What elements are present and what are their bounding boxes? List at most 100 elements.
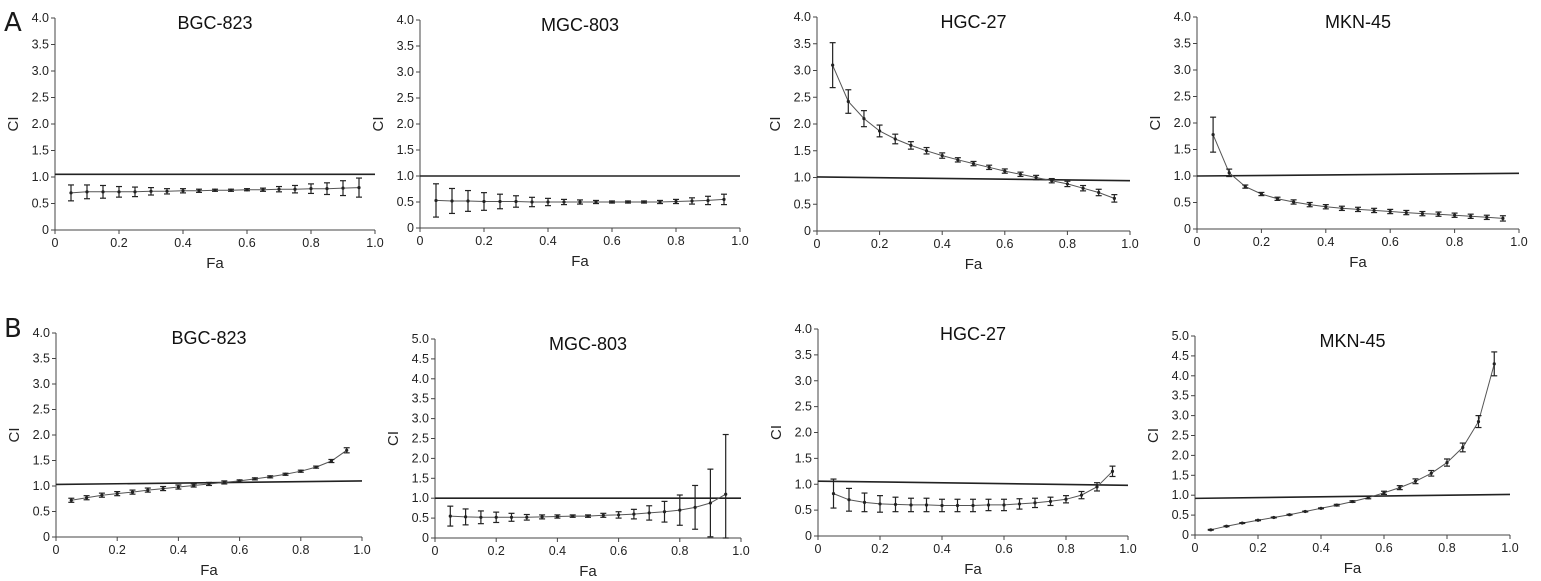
data-point (1445, 460, 1449, 465)
data-point (878, 502, 882, 506)
y-tick-label: 5.0 (1172, 329, 1189, 343)
chart-title: MGC-803 (549, 334, 627, 354)
data-point (924, 149, 929, 153)
data-point (117, 190, 121, 194)
data-point (1461, 445, 1465, 450)
x-tick-label: 0.4 (174, 236, 191, 250)
y-tick-label: 1.5 (33, 454, 50, 468)
chart-7: 0 0.5 1.0 1.5 2.0 2.5 3.0 3.5 4.0 4.5 5.0 0 0.2 0.4 0.… (1145, 329, 1519, 577)
chart-4: 0 0.5 1.0 1.5 2.0 2.5 3.0 3.5 4.0 0 0.2 0.4 0.6 0.8 1.… (6, 326, 371, 579)
data-point (130, 490, 135, 494)
x-axis-label: Fa (571, 253, 589, 270)
y-tick-label: 0.5 (795, 503, 812, 517)
data-point (642, 200, 646, 204)
x-tick-label: 0.4 (933, 542, 950, 556)
y-tick-label: 1.0 (397, 169, 414, 183)
x-tick-label: 0.6 (995, 542, 1012, 556)
chart-1: 0 0.5 1.0 1.5 2.0 2.5 3.0 3.5 4.0 0 0.2 0.4 0.6 0.8 1.… (370, 13, 749, 270)
x-tick-label: 1.0 (1121, 237, 1138, 251)
y-tick-label: 2.0 (33, 428, 50, 442)
data-point (594, 200, 598, 204)
data-point (601, 513, 605, 517)
data-point (1095, 485, 1099, 489)
data-point (632, 512, 636, 516)
data-point (1429, 471, 1433, 475)
y-tick-label: 3.5 (32, 38, 49, 52)
data-point (100, 493, 104, 497)
data-point (1398, 486, 1402, 490)
y-tick-label: 2.5 (397, 91, 414, 105)
data-point (1350, 499, 1355, 504)
reference-line (816, 176, 1131, 182)
x-tick-label: 0 (432, 544, 439, 558)
data-point (213, 188, 217, 192)
data-point (1209, 528, 1213, 532)
data-point (1018, 172, 1023, 176)
x-tick-label: 0 (1194, 235, 1201, 249)
data-point (85, 496, 89, 500)
x-tick-label: 0.6 (996, 237, 1013, 251)
y-tick-label: 2.0 (32, 117, 49, 131)
x-tick-label: 0.4 (1312, 541, 1329, 555)
data-point (1256, 518, 1260, 522)
y-tick-label: 4.0 (412, 372, 429, 386)
chart-title: BGC-823 (171, 328, 246, 348)
data-point (345, 448, 349, 452)
y-tick-label: 1.0 (412, 491, 429, 505)
x-tick-label: 0.8 (1438, 541, 1455, 555)
x-tick-label: 0 (53, 543, 60, 557)
data-point (1324, 205, 1328, 209)
x-tick-label: 0.6 (1375, 541, 1392, 555)
y-tick-label: 3.0 (33, 377, 50, 391)
data-point (956, 158, 960, 162)
x-tick-label: 0.8 (1057, 542, 1074, 556)
reference-line (1194, 493, 1511, 500)
y-tick-label: 4.0 (1172, 369, 1189, 383)
x-tick-label: 0.6 (603, 234, 620, 248)
data-point (229, 188, 233, 192)
series-line (1210, 363, 1495, 531)
data-point (293, 187, 297, 191)
data-point (1050, 179, 1054, 183)
data-point (847, 498, 851, 502)
data-point (466, 199, 470, 203)
y-tick-label: 1.5 (1174, 143, 1191, 157)
data-point (1453, 213, 1457, 217)
series-line (1212, 134, 1503, 219)
data-point (1002, 503, 1006, 507)
data-point (1404, 210, 1408, 215)
x-tick-label: 0.2 (475, 234, 492, 248)
data-point (1372, 208, 1376, 213)
x-axis-label: Fa (200, 562, 218, 579)
data-point (514, 199, 518, 204)
data-point (146, 488, 150, 492)
y-tick-label: 3.0 (795, 374, 812, 388)
x-tick-label: 0.4 (549, 544, 566, 558)
data-point (277, 187, 281, 191)
chart-6: 0 0.5 1.0 1.5 2.0 2.5 3.0 3.5 4.0 0 0.2 0.4 0.6 0.8 1.… (768, 322, 1137, 578)
data-point (893, 137, 897, 141)
data-point (1224, 524, 1229, 528)
x-tick-label: 0.2 (488, 544, 505, 558)
data-point (971, 161, 976, 166)
data-point (1287, 513, 1292, 517)
data-point (494, 515, 498, 519)
chart-5: 0 0.5 1.0 1.5 2.0 2.5 3.0 3.5 4.0 4.5 5.0 0 0.2 0.4 0.… (385, 332, 750, 580)
data-point (708, 501, 713, 505)
data-point (1065, 182, 1069, 186)
y-axis-label: CI (768, 425, 785, 440)
data-point (479, 515, 483, 519)
data-point (1048, 499, 1053, 503)
data-point (1227, 171, 1231, 175)
data-point (909, 503, 913, 507)
data-point (909, 143, 913, 147)
x-tick-label: 0.2 (871, 542, 888, 556)
data-point (530, 200, 534, 204)
data-point (1356, 207, 1360, 211)
x-tick-label: 1.0 (732, 544, 749, 558)
x-tick-label: 1.0 (366, 236, 383, 250)
x-axis-label: Fa (965, 256, 983, 273)
y-axis-label: CI (6, 428, 23, 443)
data-point (924, 503, 929, 507)
y-axis-label: CI (385, 431, 402, 446)
